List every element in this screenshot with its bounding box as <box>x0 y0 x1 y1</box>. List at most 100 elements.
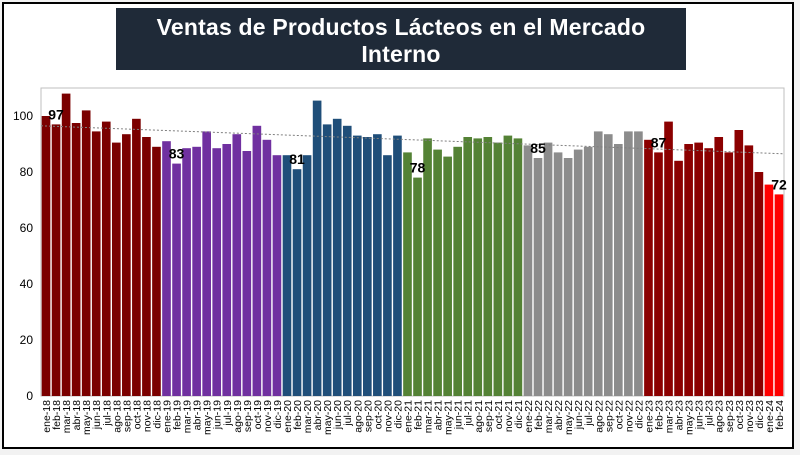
bar-may-21 <box>443 156 452 396</box>
bar-feb-19 <box>172 163 181 396</box>
bar-ago-20 <box>352 135 362 396</box>
x-tick-label: abr-21 <box>433 400 445 431</box>
bar-ene-18 <box>41 116 51 396</box>
x-tick-label: ago-23 <box>714 400 726 433</box>
x-tick-label: jul-22 <box>583 400 595 427</box>
bar-jun-21 <box>453 146 462 396</box>
x-tick-label: ago-21 <box>473 400 485 433</box>
x-tick-label: dic-22 <box>633 400 645 429</box>
x-tick-label: mar-22 <box>543 400 555 433</box>
x-tick-label: nov-20 <box>382 400 394 432</box>
bar-ago-21 <box>473 138 483 396</box>
bar-oct-20 <box>373 134 382 396</box>
plot-area <box>40 87 785 397</box>
x-tick-label: ene-20 <box>282 400 294 433</box>
x-tick-label: oct-20 <box>372 400 384 429</box>
x-tick-label: sep-18 <box>121 400 133 432</box>
chart-title: Ventas de Productos Lácteos en el Mercad… <box>156 14 646 67</box>
x-tick-label: feb-20 <box>292 400 304 430</box>
x-tick-label: sep-21 <box>483 400 495 432</box>
bar-ene-19 <box>162 141 171 396</box>
bar-dic-21 <box>513 138 523 396</box>
bar-nov-23 <box>744 145 754 396</box>
bar-oct-22 <box>614 144 623 396</box>
bar-feb-18 <box>51 124 61 397</box>
x-tick-label: sep-23 <box>724 400 736 432</box>
x-tick-label: may-21 <box>443 400 455 435</box>
title-box: Ventas de Productos Lácteos en el Mercad… <box>116 8 686 89</box>
x-tick-label: feb-18 <box>51 400 63 430</box>
x-tick-label: abr-20 <box>312 400 324 431</box>
bar-jul-21 <box>463 137 473 396</box>
bar-may-20 <box>322 124 332 397</box>
bar-mar-18 <box>61 93 71 396</box>
bar-mar-20 <box>302 155 312 396</box>
bar-jul-20 <box>342 125 352 397</box>
x-tick-label: dic-18 <box>151 400 163 429</box>
bar-abr-19 <box>192 146 201 396</box>
bar-jun-22 <box>573 149 583 396</box>
x-tick-label: ago-18 <box>111 400 123 433</box>
x-tick-label: jul-19 <box>222 400 234 427</box>
bar-mar-19 <box>182 148 191 396</box>
data-label: 72 <box>771 176 787 192</box>
x-tick-label: mar-18 <box>61 400 73 433</box>
x-tick-label: dic-23 <box>754 400 766 429</box>
x-tick-label: ago-22 <box>593 400 605 433</box>
x-tick-label: may-19 <box>202 400 214 435</box>
bar-ene-24 <box>764 184 774 396</box>
x-tick-label: ene-21 <box>402 400 414 433</box>
bar-dic-23 <box>754 172 764 396</box>
y-tick-label: 40 <box>20 277 34 291</box>
bar-dic-18 <box>152 146 161 396</box>
bar-nov-22 <box>624 131 633 396</box>
x-tick-label: oct-21 <box>493 400 505 429</box>
bar-jul-18 <box>101 121 111 396</box>
bar-oct-21 <box>493 142 503 396</box>
x-tick-label: jul-23 <box>704 400 716 427</box>
x-tick-label: ene-24 <box>764 400 776 433</box>
bar-jul-19 <box>222 144 232 396</box>
x-tick-label: abr-19 <box>192 400 204 431</box>
bar-abr-21 <box>433 149 442 396</box>
x-tick-label: mar-21 <box>423 400 435 433</box>
x-tick-label: abr-22 <box>553 400 565 431</box>
x-tick-label: dic-20 <box>392 400 404 429</box>
x-tick-label: nov-21 <box>503 400 515 432</box>
x-tick-label: jun-20 <box>332 400 344 430</box>
bar-nov-19 <box>262 139 272 397</box>
x-tick-label: abr-23 <box>674 400 686 431</box>
data-label: 97 <box>48 106 64 122</box>
bar-sep-21 <box>483 137 493 396</box>
bar-jun-19 <box>212 148 222 396</box>
y-tick-label: 0 <box>26 389 33 403</box>
x-tick-label: nov-18 <box>141 400 153 432</box>
x-tick-label: ene-19 <box>162 400 174 433</box>
x-tick-label: jul-20 <box>342 400 354 427</box>
bar-oct-18 <box>132 118 141 397</box>
y-tick-label: 20 <box>20 333 34 347</box>
bar-abr-22 <box>553 152 563 396</box>
bar-dic-22 <box>634 131 643 396</box>
bar-jul-22 <box>583 146 593 396</box>
x-tick-label: mar-19 <box>182 400 194 433</box>
bar-jul-23 <box>704 148 714 396</box>
data-label: 87 <box>651 134 667 150</box>
bar-sep-22 <box>603 134 613 396</box>
bar-mar-23 <box>664 121 673 396</box>
bar-dic-19 <box>272 155 282 396</box>
x-tick-label: abr-18 <box>71 400 83 431</box>
x-tick-label: sep-19 <box>242 400 254 432</box>
bar-nov-20 <box>383 155 392 396</box>
x-tick-label: may-22 <box>563 400 575 435</box>
x-tick-label: jun-21 <box>453 400 465 430</box>
x-tick-label: nov-23 <box>744 400 756 432</box>
bar-may-22 <box>563 158 573 396</box>
bar-ene-23 <box>644 139 653 397</box>
bar-feb-22 <box>533 158 543 396</box>
x-tick-label: mar-20 <box>302 400 314 433</box>
bar-feb-21 <box>413 177 422 396</box>
x-tick-label: sep-22 <box>603 400 615 432</box>
data-label: 85 <box>530 140 546 156</box>
